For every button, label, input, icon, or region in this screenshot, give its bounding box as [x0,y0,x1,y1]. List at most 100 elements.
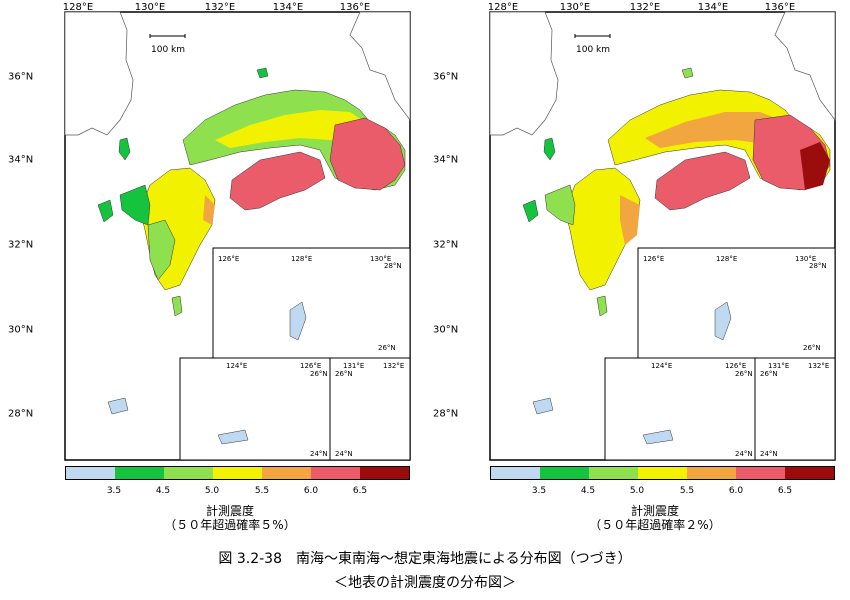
figure-caption: 図 3.2-38 南海～東南海～想定東海地震による分布図（つづき） [218,551,632,567]
land-kyushu-orange [203,195,215,225]
inset-label: 24°N [735,450,753,458]
lon-label: 136°E [339,2,371,13]
intensity-color-scale [490,466,835,480]
land-shikoku [654,151,751,211]
bin-color [638,467,687,479]
bin-color [491,467,540,479]
island-goto [97,199,114,223]
scale-tick: 6.5 [777,486,793,496]
inset-okinawa [212,247,411,359]
scale-bar [149,34,186,38]
bin-color [687,467,736,479]
land-kinki-red [329,117,406,191]
scale-tick: 4.5 [155,486,171,496]
lat-label: 36°N [8,71,34,83]
scale-tick: 3.5 [531,486,547,496]
lat-label: 30°N [433,324,459,336]
scale-label: 100 km [151,45,186,55]
inset-label: 126°E [643,255,665,263]
inset-label: 24°N [760,450,778,458]
scale-tick: 5.0 [629,486,645,496]
island-okinawa [289,301,307,341]
inset-label: 124°E [226,362,248,370]
lat-label: 36°N [433,71,459,83]
island-tsushima [118,137,131,161]
bin-color [540,467,589,479]
island-goto [522,199,539,223]
inset-label: 28°N [384,262,402,270]
land-kyushu-orange [620,195,640,245]
scale-tick: 6.0 [303,486,319,496]
inset-label: 126°E [218,255,240,263]
inset-label: 26°N [803,344,821,352]
island-miyako [642,429,674,445]
scale-tick: 4.5 [580,486,596,496]
inset-okinawa [637,247,836,359]
seismic-intensity-map [64,11,411,461]
bin-color [311,467,360,479]
lon-label: 132°E [629,2,661,13]
island-tsushima [543,137,556,161]
inset-label: 126°E [725,362,747,370]
inset-daito [754,357,836,461]
inset-label: 130°E [795,255,817,263]
lon-label: 130°E [559,2,591,13]
scale-tick: 5.5 [254,486,270,496]
lat-label: 32°N [8,239,34,251]
inset-label: 26°N [378,344,396,352]
panel-subtitle: （５０年超過確率２%） [589,518,721,532]
lon-label: 128°E [487,2,519,13]
lat-label: 32°N [433,239,459,251]
lon-label: 134°E [272,2,304,13]
lat-label: 30°N [8,324,34,336]
bin-color [164,467,213,479]
bin-color [262,467,311,479]
map-panel-2pct: 128°E 130°E 132°E 134°E 136°E 36°N 34°N … [425,0,850,540]
land-kii-dark [800,142,830,190]
scale-tick: 5.5 [679,486,695,496]
korea-peninsula [64,11,134,136]
scale-label: 100 km [576,45,611,55]
inset-label: 24°N [335,450,353,458]
land-kyushu-south [147,219,176,281]
lon-label: 128°E [62,2,94,13]
inset-label: 128°E [291,255,313,263]
inset-label: 28°N [809,262,827,270]
honshu-north [349,11,411,122]
scale-tick: 6.0 [728,486,744,496]
island-oki [681,67,694,79]
island-okinawa [714,301,732,341]
korea-peninsula [489,11,559,136]
honshu-north [774,11,836,122]
island-oki [256,67,269,79]
bin-color [785,467,834,479]
bin-color [589,467,638,479]
island-tanegashima [171,295,183,317]
lat-label: 34°N [433,154,459,166]
seismic-intensity-map [489,11,836,461]
bin-color [115,467,164,479]
bin-color [360,467,409,479]
inset-label: 26°N [735,370,753,378]
inset-label: 26°N [760,370,778,378]
lon-label: 132°E [204,2,236,13]
inset-label: 26°N [335,370,353,378]
lon-label: 136°E [764,2,796,13]
inset-label: 126°E [300,362,322,370]
inset-label: 132°E [808,362,830,370]
inset-label: 128°E [716,255,738,263]
island-tanegashima [596,295,608,317]
inset-daito [329,357,411,461]
inset-sakishima [604,357,756,461]
inset-label: 131°E [768,362,790,370]
inset-label: 26°N [310,370,328,378]
land-shikoku [229,151,326,211]
island-miyako [217,429,249,445]
inset-label: 124°E [651,362,673,370]
island-amami [107,397,129,415]
map-panel-5pct: 128°E 130°E 132°E 134°E 136°E 36°N 34°N … [0,0,425,540]
bin-color [213,467,262,479]
legend-title: 計測震度 [205,504,255,518]
scale-tick: 6.5 [352,486,368,496]
intensity-color-scale [65,466,410,480]
